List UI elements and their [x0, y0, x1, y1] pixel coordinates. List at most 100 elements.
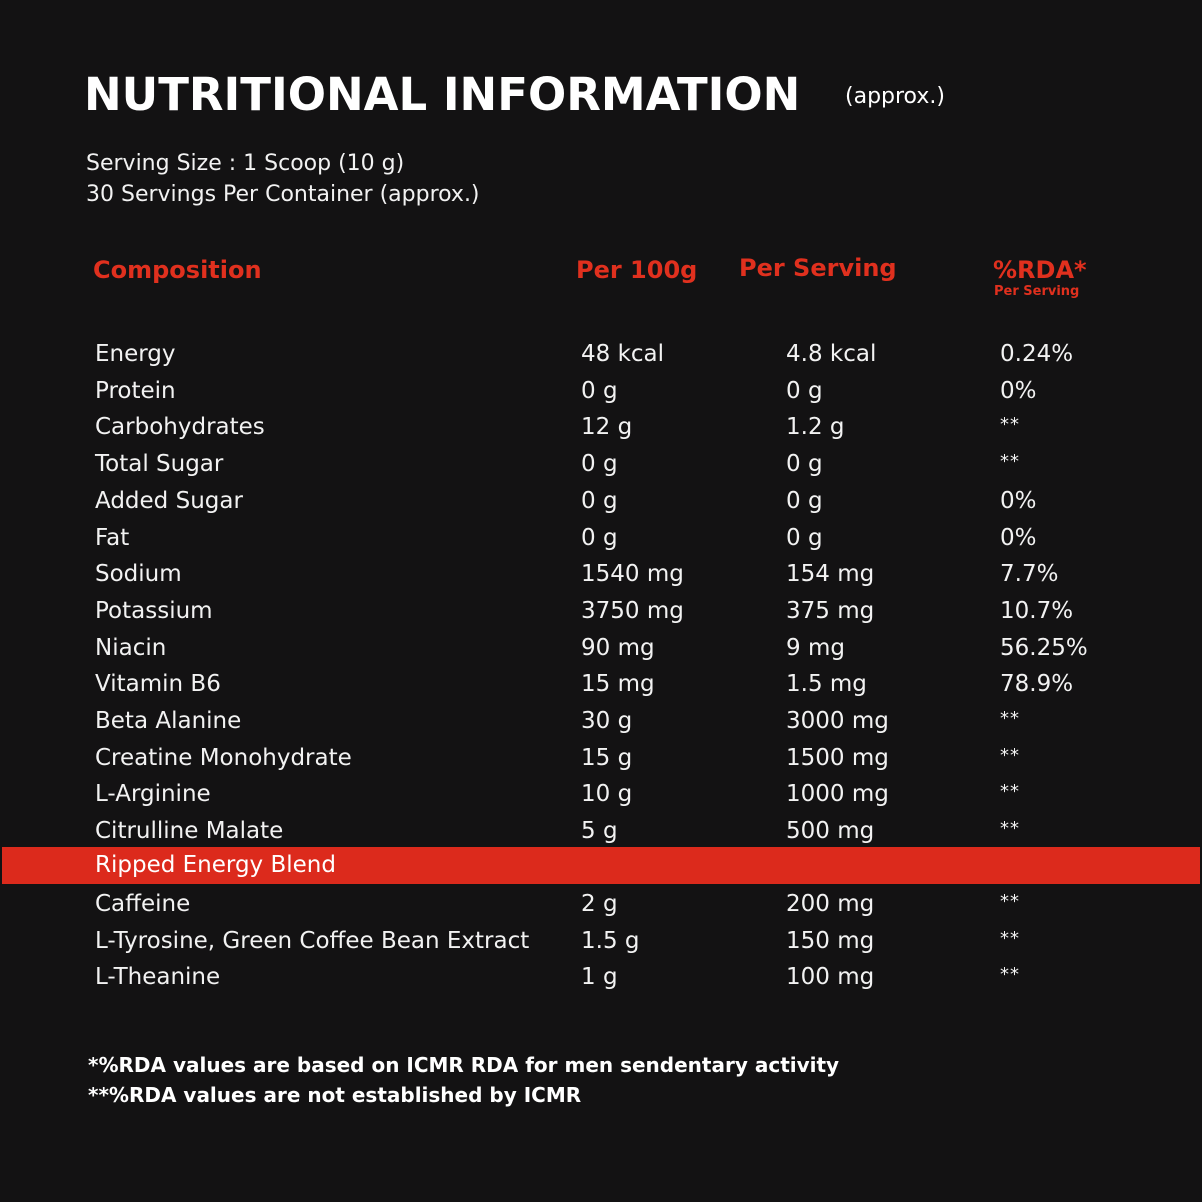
- rda-value: 0%: [1000, 377, 1037, 404]
- table-row: Fat 0 g 0 g 0%: [0, 519, 1202, 556]
- footnote-1: *%RDA values are based on ICMR RDA for m…: [88, 1053, 840, 1077]
- per-100g-value: 0 g: [581, 377, 618, 404]
- nutrient-name: Caffeine: [95, 891, 191, 917]
- table-row: Sodium 1540 mg 154 mg 7.7%: [0, 555, 1202, 592]
- blend-header-bar: Ripped Energy Blend: [2, 847, 1200, 884]
- table-row: L-Theanine 1 g 100 mg **: [0, 958, 1202, 995]
- rda-value: **: [1000, 964, 1020, 986]
- footnote-2: **%RDA values are not established by ICM…: [88, 1083, 582, 1107]
- per-serving-value: 0 g: [786, 451, 823, 478]
- nutrient-name: Carbohydrates: [95, 414, 265, 441]
- title-note: (approx.): [845, 84, 945, 109]
- table-row: Caffeine 2 g 200 mg **: [0, 885, 1202, 922]
- per-serving-value: 9 mg: [786, 634, 845, 661]
- header-composition: Composition: [93, 256, 262, 284]
- per-100g-value: 0 g: [581, 524, 618, 551]
- nutrient-name: Creatine Monohydrate: [95, 744, 352, 771]
- table-row: Potassium 3750 mg 375 mg 10.7%: [0, 592, 1202, 629]
- table-row: Vitamin B6 15 mg 1.5 mg 78.9%: [0, 665, 1202, 702]
- table-row: Protein 0 g 0 g 0%: [0, 372, 1202, 409]
- rda-value: **: [1000, 451, 1020, 473]
- table-row: Beta Alanine 30 g 3000 mg **: [0, 702, 1202, 739]
- per-serving-value: 0 g: [786, 377, 823, 404]
- nutrient-name: Vitamin B6: [95, 671, 221, 698]
- per-100g-value: 30 g: [581, 708, 633, 734]
- rda-value: **: [1000, 781, 1020, 803]
- nutrient-name: Citrulline Malate: [95, 818, 284, 845]
- table-row: Creatine Monohydrate 15 g 1500 mg **: [0, 739, 1202, 776]
- per-serving-value: 1.5 mg: [786, 671, 867, 698]
- nutrient-name: Fat: [95, 524, 130, 551]
- per-serving-value: 4.8 kcal: [786, 341, 877, 367]
- serving-info: Serving Size : 1 Scoop (10 g) 30 Serving…: [86, 148, 480, 210]
- rda-value: 0%: [1000, 487, 1037, 514]
- nutrient-name: Total Sugar: [95, 451, 224, 478]
- per-100g-value: 15 g: [581, 744, 633, 771]
- rda-value: **: [1000, 414, 1020, 436]
- table-row: Energy 48 kcal 4.8 kcal 0.24%: [0, 335, 1202, 372]
- per-100g-value: 15 mg: [581, 671, 655, 698]
- per-serving-value: 1500 mg: [786, 744, 889, 771]
- table-row: Carbohydrates 12 g 1.2 g **: [0, 408, 1202, 445]
- per-serving-value: 1.2 g: [786, 414, 845, 441]
- table-row: Added Sugar 0 g 0 g 0%: [0, 482, 1202, 519]
- table-row: Citrulline Malate 5 g 500 mg **: [0, 812, 1202, 849]
- per-serving-value: 500 mg: [786, 818, 875, 845]
- rda-value: **: [1000, 708, 1020, 729]
- rda-value: **: [1000, 891, 1020, 912]
- nutrient-name: Protein: [95, 377, 176, 404]
- per-100g-value: 1.5 g: [581, 927, 640, 954]
- nutrient-name: L-Arginine: [95, 781, 211, 808]
- per-100g-value: 1540 mg: [581, 561, 684, 588]
- rda-value: **: [1000, 927, 1020, 949]
- nutrient-name: Added Sugar: [95, 487, 243, 514]
- nutrient-name: Beta Alanine: [95, 708, 242, 734]
- header-rda-sub: Per Serving: [994, 284, 1080, 299]
- header-rda: %RDA*: [993, 256, 1087, 284]
- per-100g-value: 12 g: [581, 414, 633, 441]
- rda-value: 0%: [1000, 524, 1037, 551]
- nutrient-name: L-Tyrosine, Green Coffee Bean Extract: [95, 927, 530, 954]
- per-100g-value: 48 kcal: [581, 341, 665, 367]
- nutrient-name: Niacin: [95, 634, 167, 661]
- serving-size: Serving Size : 1 Scoop (10 g): [86, 151, 405, 176]
- table-row: Total Sugar 0 g 0 g **: [0, 445, 1202, 482]
- per-serving-value: 200 mg: [786, 891, 875, 917]
- rda-value: 10.7%: [1000, 597, 1074, 624]
- per-100g-value: 3750 mg: [581, 597, 684, 624]
- blend-label: Ripped Energy Blend: [95, 852, 336, 878]
- per-100g-value: 0 g: [581, 451, 618, 478]
- rda-value: **: [1000, 744, 1020, 766]
- nutrient-name: L-Theanine: [95, 964, 221, 991]
- rda-value: 78.9%: [1000, 671, 1074, 698]
- per-100g-value: 90 mg: [581, 634, 655, 661]
- per-100g-value: 5 g: [581, 818, 618, 845]
- nutrient-name: Sodium: [95, 561, 182, 588]
- per-serving-value: 0 g: [786, 524, 823, 551]
- per-serving-value: 375 mg: [786, 597, 875, 624]
- per-100g-value: 10 g: [581, 781, 633, 808]
- table-row: Niacin 90 mg 9 mg 56.25%: [0, 629, 1202, 666]
- table-row: L-Arginine 10 g 1000 mg **: [0, 775, 1202, 812]
- per-serving-value: 1000 mg: [786, 781, 889, 808]
- per-serving-value: 154 mg: [786, 561, 875, 588]
- rda-value: 0.24%: [1000, 341, 1074, 367]
- header-per-100g: Per 100g: [576, 256, 698, 284]
- per-100g-value: 0 g: [581, 487, 618, 514]
- table-row: L-Tyrosine, Green Coffee Bean Extract 1.5…: [0, 922, 1202, 959]
- footnotes: *%RDA values are based on ICMR RDA for m…: [88, 1050, 839, 1110]
- header-per-serving: Per Serving: [739, 254, 897, 282]
- rda-value: 56.25%: [1000, 634, 1088, 661]
- rda-value: **: [1000, 818, 1020, 840]
- per-serving-value: 0 g: [786, 487, 823, 514]
- per-serving-value: 100 mg: [786, 964, 875, 991]
- nutrient-name: Potassium: [95, 597, 213, 624]
- per-serving-value: 150 mg: [786, 927, 875, 954]
- servings-per-container: 30 Servings Per Container (approx.): [86, 182, 480, 207]
- rda-value: 7.7%: [1000, 561, 1059, 588]
- page-title: NUTRITIONAL INFORMATION: [84, 68, 801, 121]
- per-serving-value: 3000 mg: [786, 708, 889, 734]
- per-100g-value: 2 g: [581, 891, 618, 917]
- nutrient-name: Energy: [95, 341, 176, 367]
- per-100g-value: 1 g: [581, 964, 618, 991]
